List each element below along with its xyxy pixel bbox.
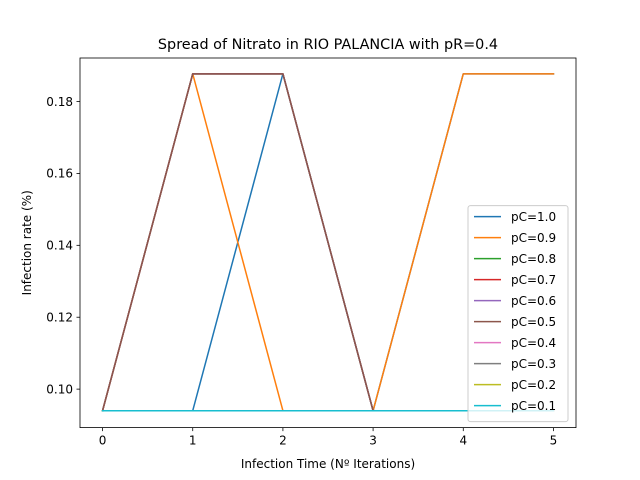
y-tick-label: 0.12 <box>46 311 73 325</box>
legend-label: pC=0.4 <box>511 336 556 350</box>
x-tick-label: 0 <box>99 434 107 448</box>
legend-label: pC=1.0 <box>511 210 556 224</box>
x-tick-label: 5 <box>550 434 558 448</box>
legend-label: pC=0.9 <box>511 231 556 245</box>
x-tick-label: 3 <box>369 434 377 448</box>
legend-label: pC=0.2 <box>511 378 556 392</box>
legend-label: pC=0.1 <box>511 399 556 413</box>
chart-title: Spread of Nitrato in RIO PALANCIA with p… <box>158 37 498 53</box>
legend: pC=1.0 pC=0.9 pC=0.8 pC=0.7 pC=0.6 pC=0.5 pC=0… <box>467 205 569 423</box>
legend-box <box>467 205 569 423</box>
y-tick-label: 0.18 <box>46 95 73 109</box>
legend-label: pC=0.6 <box>511 294 556 308</box>
y-tick-label: 0.16 <box>46 167 73 181</box>
legend-label: pC=0.3 <box>511 357 556 371</box>
x-tick-label: 1 <box>189 434 197 448</box>
y-tick-label: 0.10 <box>46 382 73 396</box>
x-tick-label: 4 <box>459 434 467 448</box>
y-axis: 0.10 0.12 0.14 0.16 0.18 <box>46 95 80 396</box>
y-tick-label: 0.14 <box>46 239 73 253</box>
legend-label: pC=0.8 <box>511 252 556 266</box>
legend-label: pC=0.7 <box>511 273 556 287</box>
x-axis-label: Infection Time (Nº Iterations) <box>241 457 415 471</box>
y-axis-label: Infection rate (%) <box>20 190 34 295</box>
x-axis: 0 1 2 3 4 5 <box>99 427 558 448</box>
x-tick-label: 2 <box>279 434 287 448</box>
legend-label: pC=0.5 <box>511 315 556 329</box>
axes-frame <box>79 57 577 429</box>
